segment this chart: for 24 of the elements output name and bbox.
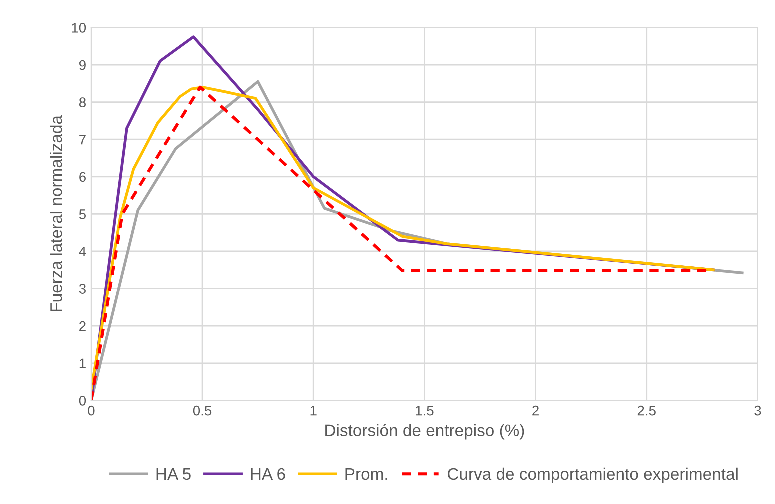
- x-tick-label: 3: [754, 406, 762, 416]
- legend-label: Curva de comportamiento experimental: [448, 468, 738, 484]
- y-tick-label: 9: [80, 60, 86, 70]
- y-tick-label: 8: [79, 98, 86, 108]
- x-tick-label: 1: [310, 406, 317, 416]
- y-tick-label: 4: [79, 246, 86, 257]
- x-tick-label: 2.5: [638, 406, 656, 416]
- x-axis-title: Distorsión de entrepiso (%): [326, 424, 524, 440]
- y-tick-label: 0: [79, 396, 86, 406]
- x-tick-label: 1.5: [416, 406, 434, 416]
- legend-label: HA 5: [156, 468, 191, 480]
- legend-label: Prom.: [346, 468, 388, 480]
- x-tick-label: 2: [532, 406, 539, 416]
- y-tick-label: 7: [80, 135, 86, 145]
- y-axis-title: Fuerza lateral normalizada: [50, 116, 62, 312]
- y-tick-label: 10: [72, 23, 86, 33]
- y-tick-label: 6: [80, 172, 86, 182]
- x-tick-label: 0: [88, 406, 95, 416]
- legend-label: HA 6: [251, 468, 286, 480]
- y-tick-label: 1: [80, 358, 86, 368]
- x-tick-label: 0.5: [193, 406, 212, 416]
- y-tick-label: 5: [79, 210, 86, 220]
- y-tick-label: 3: [79, 284, 86, 294]
- y-tick-label: 2: [80, 321, 86, 332]
